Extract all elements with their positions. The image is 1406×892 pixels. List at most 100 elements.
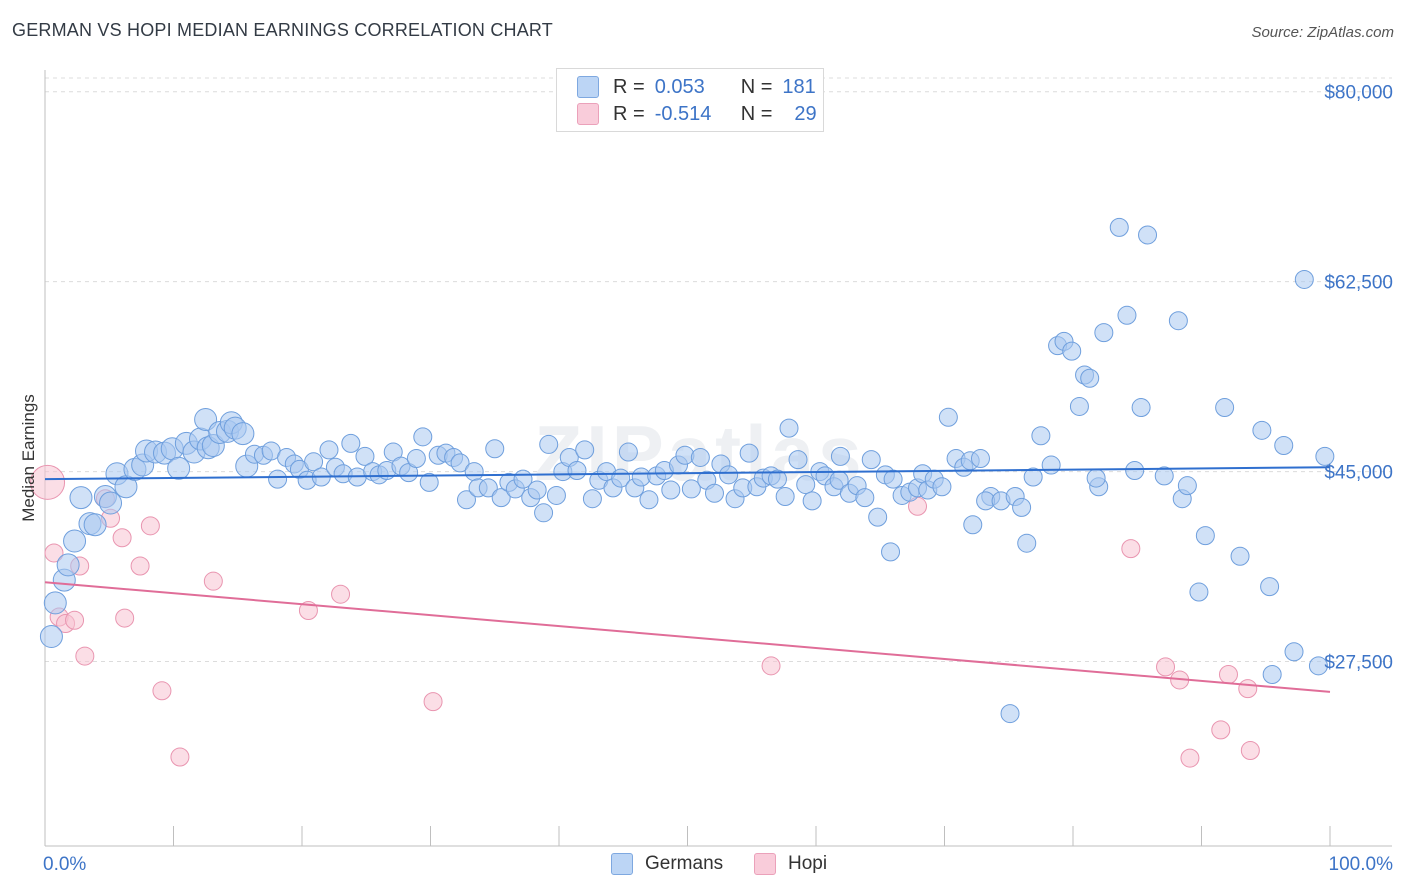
hopi-point <box>112 528 132 548</box>
germans-point <box>355 446 375 466</box>
legend-n-label: N = <box>740 102 773 125</box>
y-axis-label: Median Earnings <box>19 394 38 522</box>
germans-point <box>231 422 255 446</box>
germans-point <box>1000 704 1020 724</box>
hopi-point <box>1156 657 1176 677</box>
bottom-legend-germans: Germans <box>611 852 723 876</box>
hopi-point <box>1238 679 1258 699</box>
germans-point <box>739 443 759 463</box>
hopi-point <box>130 556 150 576</box>
hopi-legend-label: Hopi <box>788 853 828 874</box>
germans-point <box>1195 526 1215 546</box>
hopi-point <box>761 656 781 676</box>
y-tick-label: $45,000 <box>1324 463 1393 484</box>
y-tick-label: $27,500 <box>1324 652 1393 673</box>
hopi-point <box>44 543 64 563</box>
gridlines <box>45 77 1392 662</box>
germans-point <box>861 450 881 470</box>
germans-point <box>1274 436 1294 456</box>
hopi-point <box>30 464 66 500</box>
germans-point <box>413 427 433 447</box>
chart-title: GERMAN VS HOPI MEDIAN EARNINGS CORRELATI… <box>12 20 554 40</box>
x-tick-label-max: 100.0% <box>1329 854 1394 875</box>
germans-point <box>319 440 339 460</box>
chart-source: Source: ZipAtlas.com <box>1251 24 1394 41</box>
germans-point <box>779 418 799 438</box>
hopi-points <box>30 464 1260 768</box>
germans-point <box>970 449 990 469</box>
germans-point <box>575 440 595 460</box>
germans-point <box>719 465 739 485</box>
germans-point <box>1131 398 1151 418</box>
hopi-swatch <box>577 103 599 125</box>
germans-point <box>618 442 638 462</box>
germans-point <box>1315 446 1335 466</box>
germans-point <box>99 491 123 515</box>
germans-point <box>83 513 107 537</box>
germans-point <box>881 542 901 562</box>
hopi-point <box>1211 720 1231 740</box>
germans-point <box>1080 368 1100 388</box>
germans-point <box>1117 305 1137 325</box>
germans-legend-label: Germans <box>645 853 724 874</box>
germans-point <box>1041 455 1061 475</box>
germans-point <box>1094 323 1114 343</box>
y-tick-label: $80,000 <box>1324 83 1393 104</box>
legend-row-germans: R = 0.053 N = 181 <box>577 75 816 99</box>
germans-point <box>1138 225 1158 245</box>
germans-point <box>43 591 67 615</box>
legend-n-value: 181 <box>782 75 816 98</box>
germans-point <box>1017 533 1037 553</box>
germans-point <box>1215 398 1235 418</box>
germans-point <box>1154 466 1174 486</box>
hopi-point <box>1218 665 1238 685</box>
germans-point <box>1294 269 1314 289</box>
hopi-point <box>1121 539 1141 559</box>
germans-point <box>56 553 80 577</box>
germans-point <box>527 480 547 500</box>
germans-point <box>491 488 511 508</box>
y-tick-label: $62,500 <box>1324 273 1393 294</box>
germans-point <box>796 475 816 495</box>
germans-point <box>639 490 659 510</box>
germans-point <box>167 456 191 480</box>
axis-labels: $27,500 $45,000 $62,500 $80,000 0.0% 100.0% Me… <box>19 83 1393 875</box>
germans-point <box>938 407 958 427</box>
germans-point <box>1069 396 1089 416</box>
germans-point <box>341 433 361 453</box>
germans-point <box>1230 546 1250 566</box>
germans-point <box>1177 476 1197 496</box>
germans-point <box>39 625 63 649</box>
legend-r-value: 0.053 <box>654 75 705 98</box>
germans-legend-swatch <box>611 853 633 875</box>
germans-point <box>868 507 888 527</box>
germans-point <box>582 489 602 509</box>
germans-point <box>1284 642 1304 662</box>
germans-point <box>450 453 470 473</box>
bottom-legend-hopi: Hopi <box>754 852 827 876</box>
germans-points <box>39 217 1335 724</box>
germans-point <box>485 439 505 459</box>
legend-r-label: R = <box>613 75 645 98</box>
germans-point <box>539 434 559 454</box>
germans-point <box>406 449 426 469</box>
germans-point <box>1260 577 1280 597</box>
germans-point <box>1086 468 1106 488</box>
trend-lines <box>44 466 1331 693</box>
germans-point <box>963 515 983 535</box>
germans-point <box>661 480 681 500</box>
germans-point <box>932 477 952 497</box>
germans-point <box>69 486 93 510</box>
hopi-point <box>170 747 190 767</box>
germans-point <box>788 450 808 470</box>
hopi-point <box>75 646 95 666</box>
germans-point <box>1023 467 1043 487</box>
hopi-point <box>1240 740 1260 760</box>
hopi-point <box>115 608 135 628</box>
germans-swatch <box>577 76 599 98</box>
hopi-point <box>140 516 160 536</box>
germans-point <box>855 488 875 508</box>
hopi-point <box>203 571 223 591</box>
hopi-point <box>1180 748 1200 768</box>
